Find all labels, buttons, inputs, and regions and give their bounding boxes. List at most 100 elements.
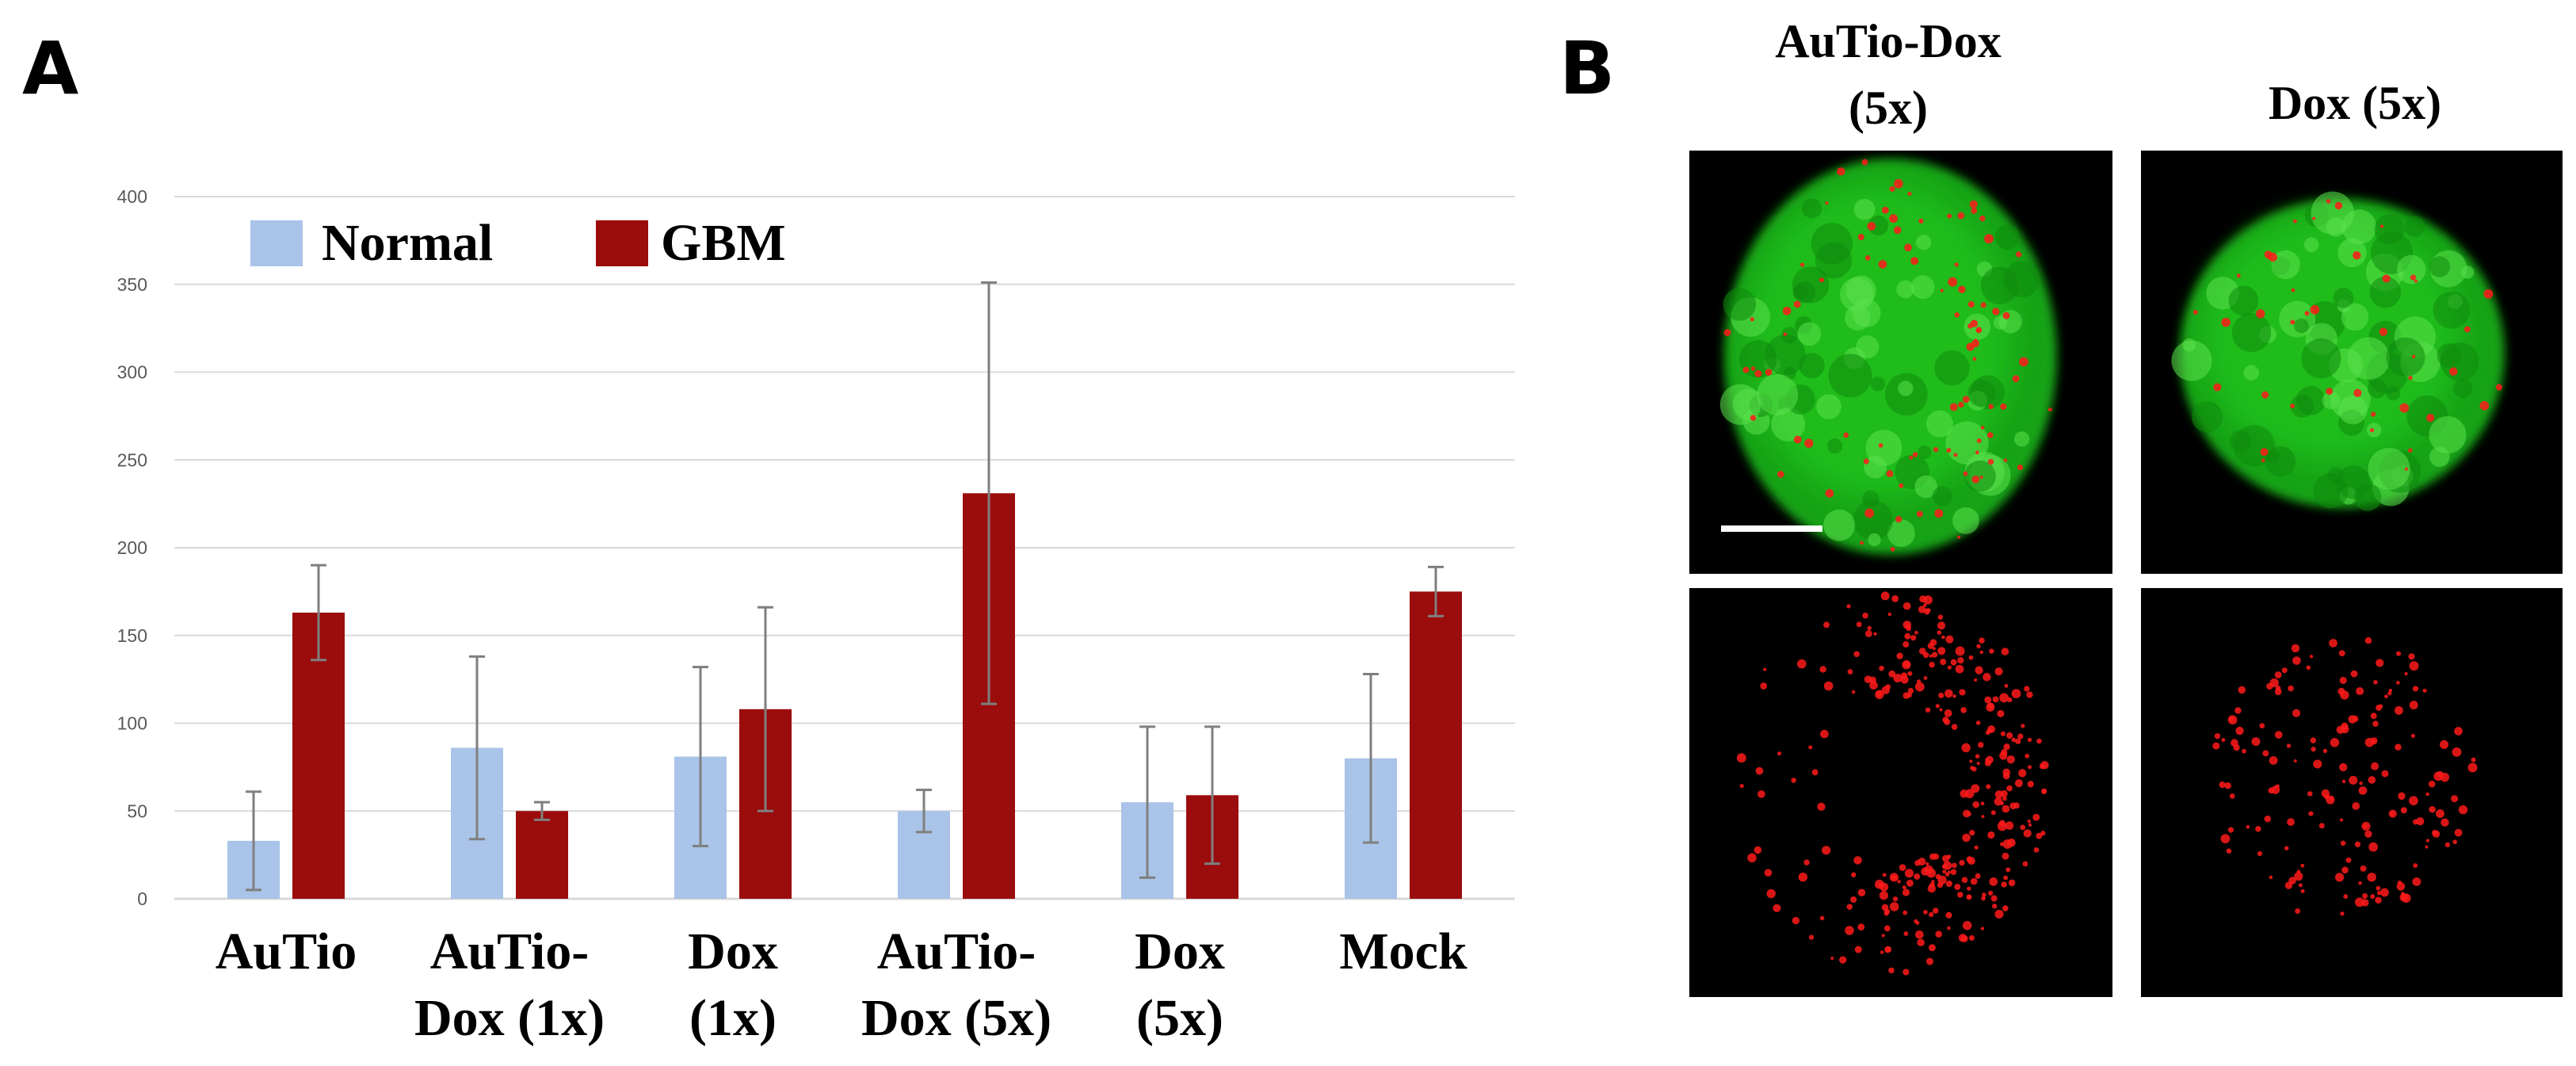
red-dot (1946, 448, 1952, 453)
red-dot (1998, 820, 2005, 827)
red-dot (2400, 807, 2407, 814)
red-dot (1904, 869, 1914, 878)
red-dot (2219, 781, 2226, 789)
red-dot (1903, 931, 1909, 936)
red-dot (1940, 288, 1944, 292)
red-dot (1764, 869, 1773, 877)
red-dot (1978, 742, 1984, 748)
bar-chart: 0 50 100 150 200 250 300 350 400 AuTio AuTio- Dox … (117, 186, 1515, 1047)
texture-spot (2337, 238, 2367, 268)
red-dot (2326, 199, 2331, 204)
red-dot (1915, 930, 1924, 939)
red-dot (2426, 414, 2435, 422)
y-axis-tick-labels: 0 50 100 150 200 250 300 350 400 (117, 186, 147, 909)
red-dot (1922, 651, 1929, 659)
red-dot (1957, 212, 1965, 220)
red-dot (2399, 893, 2408, 902)
red-dot (1979, 650, 1984, 655)
red-dot (1929, 853, 1937, 861)
red-dot (1934, 509, 1944, 518)
red-dot (2268, 252, 2277, 262)
red-dot (1893, 674, 1902, 683)
red-dot (1937, 614, 1944, 620)
red-dot (2396, 681, 2400, 685)
red-dot (1975, 327, 1983, 334)
texture-spot (1719, 384, 1761, 426)
texture-spot (2374, 214, 2405, 245)
red-dot (2033, 847, 2040, 853)
red-dot (2015, 738, 2021, 745)
red-dot (2363, 824, 2367, 828)
red-dot (2388, 809, 2397, 818)
texture-spot (1815, 242, 1853, 279)
red-dot (1970, 877, 1978, 885)
red-dot (1968, 934, 1975, 941)
red-dot (1992, 308, 2000, 315)
texture-spot (2369, 276, 2402, 308)
red-dot (1776, 751, 1782, 756)
red-dot (2410, 733, 2415, 739)
red-dot (2334, 201, 2343, 210)
red-dot (1742, 366, 1750, 373)
texture-spot (2265, 445, 2296, 477)
red-dot (1999, 693, 2009, 703)
red-dot (2295, 908, 2301, 914)
red-dot (2404, 671, 2408, 676)
red-dot (1857, 234, 1864, 241)
red-dot (1747, 853, 1757, 863)
red-dot (2001, 648, 2009, 655)
bar-gbm (516, 811, 568, 899)
texture-spot (1816, 394, 1841, 419)
red-dot (1914, 860, 1921, 866)
red-dot (1972, 357, 1977, 361)
red-dot (1914, 919, 1918, 923)
red-dot (1819, 666, 1826, 673)
texture-spot (1792, 285, 1809, 300)
red-dot (2287, 818, 2295, 827)
red-dot (2330, 738, 2340, 747)
red-dot (1914, 630, 1918, 635)
red-dot (1803, 859, 1810, 865)
red-dot (2394, 706, 2403, 715)
red-dot (2399, 403, 2410, 413)
red-dot (2290, 319, 2296, 325)
red-dot (1969, 830, 1975, 836)
red-dot (2304, 311, 2310, 316)
red-dot (2359, 781, 2363, 785)
texture-spot (2386, 337, 2425, 377)
red-dot (1994, 909, 2004, 919)
red-dot (2454, 727, 2463, 736)
red-dot (2376, 885, 2381, 891)
texture-spot (1898, 380, 1914, 396)
red-dot (1929, 911, 1934, 918)
red-dot (1878, 443, 1883, 448)
red-dot (1916, 679, 1922, 684)
red-dot (2381, 770, 2389, 778)
texture-spot (1864, 455, 1887, 479)
red-dot (2364, 830, 2372, 839)
red-dot (2322, 748, 2328, 754)
red-dot (2246, 825, 2250, 829)
red-dot (2228, 716, 2234, 721)
red-dot (1980, 426, 1985, 430)
texture-spot (2229, 430, 2251, 452)
red-dot (1958, 285, 1966, 293)
red-dot (2339, 762, 2348, 772)
red-dot (1907, 671, 1913, 676)
red-dot (2329, 639, 2337, 648)
red-dot (1945, 635, 1954, 644)
red-dot (1999, 842, 2004, 846)
red-dot (1989, 648, 1994, 654)
red-dot (1941, 635, 1945, 640)
red-dot (1864, 630, 1872, 637)
red-dot (1961, 743, 1971, 753)
red-dot (1822, 846, 1831, 855)
red-dot (1947, 870, 1952, 874)
red-dot (2449, 367, 2458, 376)
red-dot (1929, 654, 1933, 658)
red-dot (1861, 159, 1868, 166)
texture-spot (2271, 250, 2300, 280)
red-dot (1957, 657, 1964, 664)
red-dot (2452, 839, 2458, 845)
red-dot (1935, 930, 1942, 938)
